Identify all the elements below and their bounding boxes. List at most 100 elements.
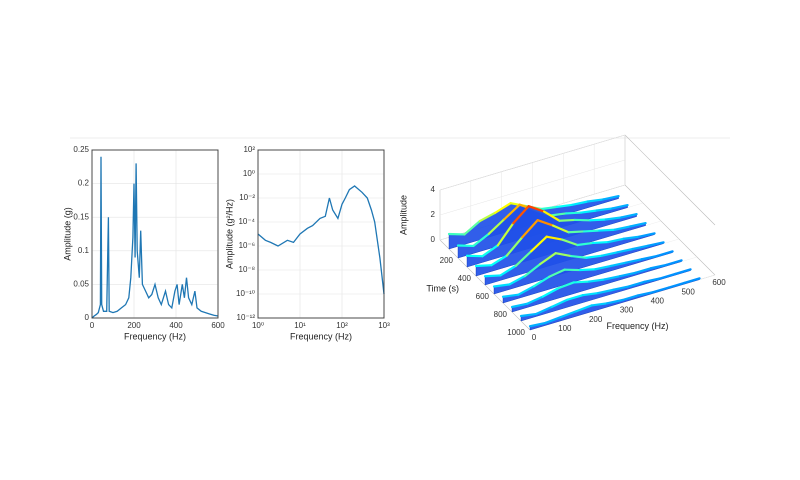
y-tick-label: 0.25 <box>73 145 89 154</box>
y-axis-label: Time (s) <box>426 283 459 293</box>
x-tick-label: 400 <box>651 296 665 305</box>
y-tick-label: 10⁻⁸ <box>239 265 256 274</box>
y-tick-label: 10⁻⁴ <box>238 217 255 226</box>
slice-segment <box>625 258 643 264</box>
slice-segment <box>589 218 607 222</box>
x-tick-label: 200 <box>127 321 141 330</box>
slice-segment <box>602 194 620 201</box>
x-tick-label: 10¹ <box>294 321 306 330</box>
y-tick-label: 200 <box>440 256 454 265</box>
slice-segment <box>649 263 668 270</box>
slice-segment <box>501 293 520 298</box>
slice-segment <box>490 254 508 267</box>
slice-segment <box>612 285 631 291</box>
x-tick-label: 300 <box>620 306 634 315</box>
slice-segment <box>613 225 632 231</box>
slice-segment <box>665 259 683 267</box>
slice-segment <box>478 211 497 223</box>
slice-segment <box>566 294 584 301</box>
y-tick-label: 0.2 <box>78 179 90 188</box>
slice-segment <box>519 312 538 318</box>
x-axis-label: Frequency (Hz) <box>606 321 668 331</box>
slice-segment <box>652 286 670 294</box>
slice-segment <box>674 268 692 276</box>
slice-segment <box>499 264 517 277</box>
slice-segment <box>472 232 490 248</box>
slice-segment <box>492 283 511 288</box>
y-tick-label: 10⁻¹² <box>237 313 256 322</box>
x-tick-label: 0 <box>90 321 95 330</box>
plot-frame <box>257 149 385 319</box>
slice-segment <box>631 244 650 251</box>
slice-segment <box>521 219 539 239</box>
slice-segment <box>656 250 674 258</box>
x-tick-label: 10² <box>336 321 348 330</box>
x-tick-label: 200 <box>589 315 603 324</box>
slice-segment <box>551 224 570 234</box>
z-tick-label: 4 <box>431 185 436 194</box>
slice-segment <box>638 232 656 238</box>
slice-segment <box>558 218 577 222</box>
slice-segment <box>629 221 647 228</box>
slice-segment <box>474 264 493 268</box>
plot-area <box>91 149 219 319</box>
x-axis-label: Frequency (Hz) <box>290 331 352 341</box>
plot-area <box>257 149 385 319</box>
slice-segment <box>481 244 499 258</box>
slice-segment <box>564 211 583 215</box>
y-tick-label: 10⁻¹⁰ <box>236 289 255 298</box>
y-tick-label: 0.1 <box>78 246 90 255</box>
slice-segment <box>548 268 566 278</box>
slice-segment <box>542 210 561 222</box>
slice-segment <box>487 218 506 235</box>
slice-segment <box>603 275 622 281</box>
slice-segment <box>510 302 529 309</box>
slice-segment <box>508 274 526 286</box>
slice-segment <box>605 298 624 305</box>
spectrum-line <box>91 156 219 319</box>
grid-line <box>439 134 626 191</box>
y-tick-label: 0.15 <box>73 212 89 221</box>
slice-segment <box>595 207 614 212</box>
slice-segment <box>683 277 701 285</box>
y-tick-label: 10⁻² <box>239 193 255 202</box>
x-tick-label: 500 <box>681 287 695 296</box>
slice-segment <box>622 235 641 240</box>
slice-segment <box>503 203 521 221</box>
slice-segment <box>535 305 553 316</box>
slice-segment <box>496 222 515 247</box>
y-axis-label: Amplitude (g²/Hz) <box>224 199 234 269</box>
x-tick-label: 600 <box>211 321 225 330</box>
z-tick-label: 2 <box>431 210 436 219</box>
slice-segment <box>643 277 661 283</box>
slice-segment <box>627 280 646 288</box>
y-tick-label: 400 <box>458 274 472 283</box>
x-tick-label: 400 <box>169 321 183 330</box>
slice-segment <box>505 236 524 257</box>
slice-segment <box>575 304 593 313</box>
slice-segment <box>586 198 605 203</box>
x-tick-label: 100 <box>558 324 572 333</box>
slice-segment <box>658 272 677 280</box>
y-tick-label: 600 <box>476 292 490 301</box>
slice-segment <box>571 200 589 206</box>
slice-segment <box>640 254 659 261</box>
x-tick-label: 10³ <box>378 321 390 330</box>
slice-segment <box>609 261 628 268</box>
slice-segment <box>483 274 502 278</box>
slice-segment <box>541 287 560 298</box>
slice-segment <box>528 321 547 328</box>
slice-segment <box>532 275 551 288</box>
plot-frame <box>91 149 219 319</box>
slice-segment <box>620 212 638 219</box>
slice-segment <box>587 278 606 283</box>
slice-segment <box>463 219 481 236</box>
slice-segment <box>576 241 595 247</box>
slice-segment <box>550 298 569 308</box>
slice-segment <box>590 302 609 307</box>
box-edge <box>624 184 716 276</box>
slice-segment <box>540 205 559 211</box>
x-tick-label: 600 <box>712 278 726 287</box>
slice-segment <box>560 238 579 247</box>
y-tick-label: 1000 <box>507 328 525 337</box>
